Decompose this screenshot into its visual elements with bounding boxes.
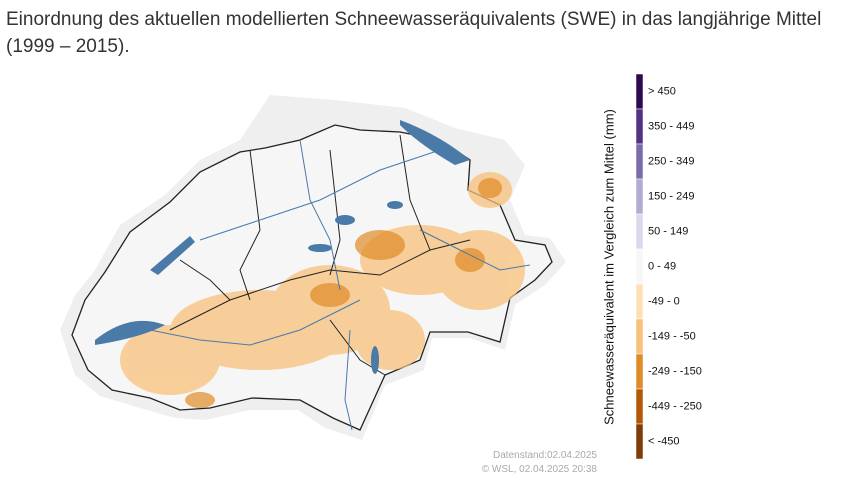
legend-swatch — [635, 388, 644, 425]
lakes — [95, 120, 470, 374]
legend-label: 250 - 349 — [648, 155, 694, 167]
legend-label: -449 - -250 — [648, 400, 702, 412]
rivers — [149, 139, 531, 431]
title: Einordnung des aktuellen modellierten Sc… — [6, 9, 822, 57]
legend-swatch — [635, 353, 644, 390]
legend-label: 150 - 249 — [648, 190, 694, 202]
legend-title: Schneewasseräquivalent im Vergleich zum … — [601, 109, 616, 425]
legend-label: -149 - -50 — [648, 330, 696, 342]
copyright: © WSL, 02.04.2025 20:38 — [482, 464, 598, 475]
legend-label: 50 - 149 — [648, 225, 688, 237]
legend-swatch — [635, 108, 644, 145]
cantons — [169, 134, 471, 376]
legend-swatch — [635, 318, 644, 355]
legend-swatch — [635, 213, 644, 250]
legend-swatch — [635, 178, 644, 215]
legend-swatch — [635, 248, 644, 285]
legend-label: 350 - 449 — [648, 120, 694, 132]
legend-label: < -450 — [648, 435, 680, 447]
legend-swatch — [635, 283, 644, 320]
snow-deficit — [120, 172, 525, 395]
legend-label: > 450 — [648, 85, 676, 97]
legend-label: 0 - 49 — [648, 260, 676, 272]
legend-swatch — [635, 143, 644, 180]
data-status: Datenstand:02.04.2025 — [493, 450, 597, 461]
legend-swatch — [635, 73, 644, 110]
map-area — [60, 95, 566, 440]
legend: > 450 350 - 449 250 - 349 150 - 249 50 - 149… — [635, 73, 702, 460]
legend-label: -249 - -150 — [648, 365, 702, 377]
legend-swatch — [635, 423, 644, 460]
legend-label: -49 - 0 — [648, 295, 680, 307]
